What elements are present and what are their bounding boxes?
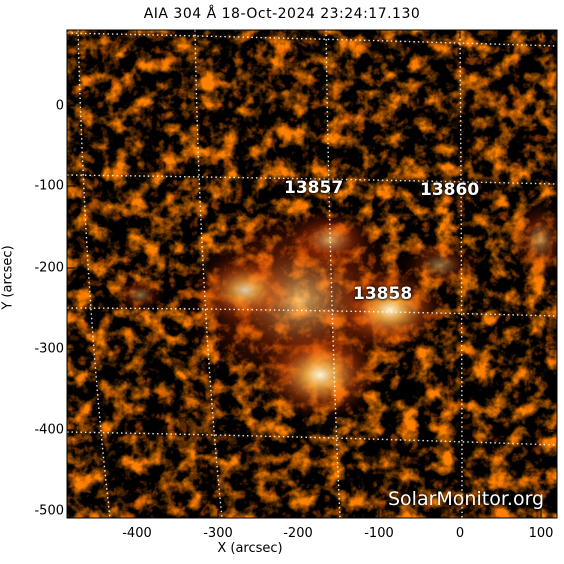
y-tick-label: -300 bbox=[34, 341, 64, 357]
x-axis-label: X (arcsec) bbox=[217, 541, 283, 556]
y-tick-label: -200 bbox=[34, 260, 64, 276]
y-tick-label: -100 bbox=[34, 178, 64, 194]
x-tick-label: 0 bbox=[455, 526, 465, 541]
region-label-13858: 13858 bbox=[353, 284, 413, 304]
region-label-13857: 13857 bbox=[284, 178, 344, 198]
x-tick-label: -100 bbox=[364, 526, 394, 541]
region-label-13860: 13860 bbox=[420, 180, 480, 200]
plot-title: AIA 304 Å 18-Oct-2024 23:24:17.130 bbox=[143, 6, 421, 22]
y-axis-label: Y (arcsec) bbox=[0, 245, 16, 310]
x-tick-label: 100 bbox=[528, 526, 554, 541]
x-tick-label: -400 bbox=[122, 526, 152, 541]
y-tick-label: 0 bbox=[55, 98, 64, 114]
y-tick-label: -500 bbox=[34, 503, 64, 519]
solarmonitor-watermark: SolarMonitor.org bbox=[388, 488, 545, 510]
x-tick-label: -200 bbox=[283, 526, 313, 541]
x-tick-label: -300 bbox=[203, 526, 233, 541]
y-tick-label: -400 bbox=[34, 422, 64, 438]
